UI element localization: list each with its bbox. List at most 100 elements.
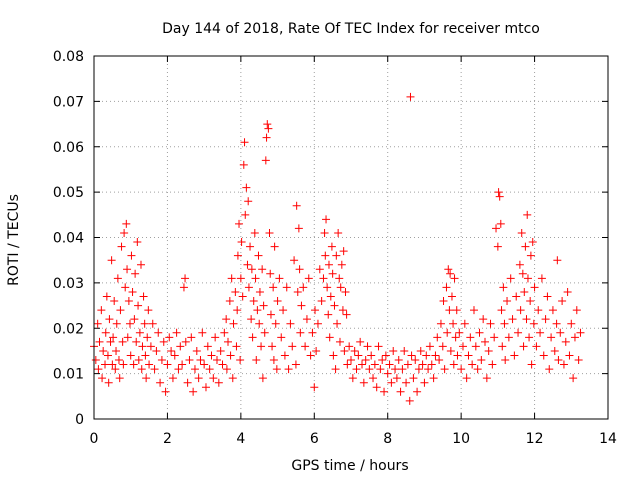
- data-point: [161, 387, 170, 396]
- data-point: [265, 228, 274, 237]
- data-point: [450, 274, 459, 283]
- data-point: [236, 356, 245, 365]
- data-point: [329, 351, 338, 360]
- data-point: [378, 356, 387, 365]
- data-point: [306, 351, 315, 360]
- y-tick-label: 0: [75, 412, 84, 428]
- plot-area-frame: [93, 55, 609, 420]
- x-tick-label: 14: [599, 431, 617, 447]
- data-point: [350, 346, 359, 355]
- data-point: [312, 346, 321, 355]
- data-point: [139, 292, 148, 301]
- data-point: [253, 306, 262, 315]
- data-point: [475, 328, 484, 337]
- data-point: [174, 365, 183, 374]
- data-point: [328, 269, 337, 278]
- data-point: [183, 378, 192, 387]
- data-point: [216, 346, 225, 355]
- data-point: [510, 351, 519, 360]
- data-point: [324, 260, 333, 269]
- data-point: [424, 365, 433, 374]
- data-point: [576, 328, 585, 337]
- data-point: [97, 306, 106, 315]
- data-point: [496, 219, 505, 228]
- data-point: [228, 374, 237, 383]
- data-point: [525, 333, 534, 342]
- y-tick-label: 0.08: [53, 49, 84, 65]
- data-point: [121, 283, 130, 292]
- data-point: [144, 306, 153, 315]
- y-tick-label: 0.07: [53, 94, 84, 110]
- data-point: [506, 274, 515, 283]
- data-point: [439, 297, 448, 306]
- data-point: [122, 219, 131, 228]
- data-point: [498, 342, 507, 351]
- data-point: [98, 374, 107, 383]
- data-point: [218, 360, 227, 369]
- data-point: [229, 319, 238, 328]
- data-point: [517, 228, 526, 237]
- data-point: [515, 260, 524, 269]
- data-point: [339, 247, 348, 256]
- data-point: [508, 315, 517, 324]
- y-tick-label: 0.03: [53, 276, 84, 292]
- data-point: [263, 120, 272, 129]
- data-point: [249, 297, 258, 306]
- data-point: [237, 238, 246, 247]
- data-point: [348, 374, 357, 383]
- data-point: [438, 342, 447, 351]
- data-point: [150, 365, 159, 374]
- data-point: [361, 356, 370, 365]
- data-point: [137, 365, 146, 374]
- data-point: [288, 342, 297, 351]
- grid-lines: [94, 56, 608, 419]
- x-tick-label: 12: [526, 431, 544, 447]
- data-point: [112, 346, 121, 355]
- data-point: [264, 124, 273, 133]
- data-point: [527, 360, 536, 369]
- data-point: [124, 297, 133, 306]
- data-point: [133, 238, 142, 247]
- data-point: [222, 315, 231, 324]
- data-point: [117, 242, 126, 251]
- data-point: [347, 356, 355, 365]
- data-point: [284, 365, 293, 374]
- data-point: [142, 374, 151, 383]
- data-point: [537, 274, 546, 283]
- data-point: [196, 356, 205, 365]
- data-point: [466, 333, 475, 342]
- data-point: [516, 306, 525, 315]
- data-point: [547, 333, 556, 342]
- data-point: [488, 360, 497, 369]
- data-point: [255, 319, 264, 328]
- data-point: [299, 283, 308, 292]
- data-point: [405, 396, 414, 405]
- data-point: [302, 315, 311, 324]
- data-point: [159, 337, 168, 346]
- data-point: [255, 287, 264, 296]
- data-point: [572, 306, 581, 315]
- data-points: [90, 92, 585, 405]
- data-point: [332, 251, 341, 260]
- data-point: [243, 260, 252, 269]
- data-point: [99, 346, 108, 355]
- data-point: [422, 351, 431, 360]
- data-point: [270, 242, 279, 251]
- data-point: [114, 356, 123, 365]
- data-point: [372, 383, 381, 392]
- data-point: [247, 265, 256, 274]
- x-axis-title: GPS time / hours: [291, 458, 408, 474]
- data-point: [553, 256, 562, 265]
- data-point: [127, 251, 136, 260]
- data-point: [119, 360, 128, 369]
- data-point: [105, 315, 114, 324]
- data-point: [563, 287, 572, 296]
- data-point: [413, 387, 422, 396]
- data-point: [539, 351, 548, 360]
- data-point: [110, 297, 119, 306]
- data-point: [418, 360, 427, 369]
- data-point: [251, 274, 260, 283]
- data-point: [135, 328, 144, 337]
- data-point: [131, 269, 140, 278]
- data-point: [370, 360, 379, 369]
